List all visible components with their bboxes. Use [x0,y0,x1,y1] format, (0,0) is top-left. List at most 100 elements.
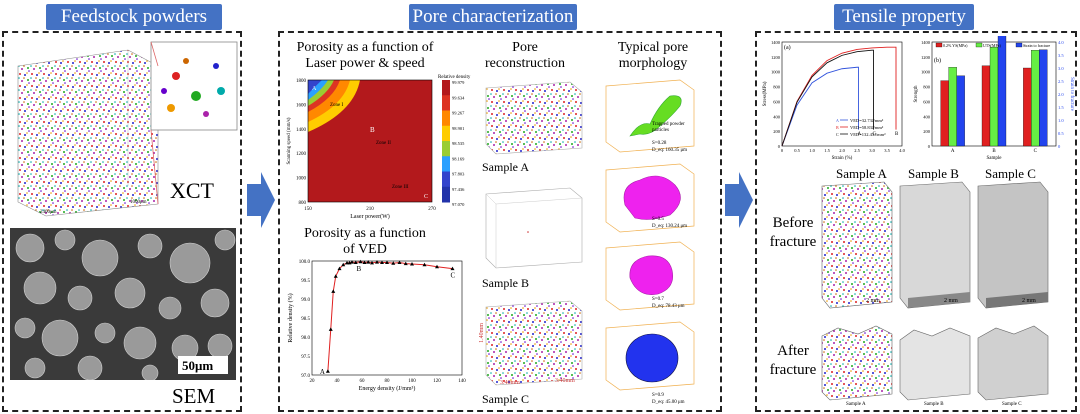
data-point [391,261,396,265]
ved-chart-title: Porosity as a function of VED [290,226,440,258]
series-line [781,66,859,147]
morph-stat-2-s: S=0.5 [652,217,664,222]
y2-tick-label: 1.0 [1058,118,1064,123]
fracture-sample-c: Sample C [985,166,1036,181]
trapped-label-l1: Trapped powder [652,122,685,127]
panel-label: (a) [784,44,791,51]
y-tick-label: 97.5 [301,355,310,360]
y-tick-label: 97.0 [301,374,310,379]
y-tick-label: 600 [773,99,781,104]
sem-image [10,228,236,380]
x-tick-label: 80 [385,379,391,384]
bar [956,75,965,147]
data-point [450,266,455,271]
strength-bar-chart: (b) 0 200 400 600 800 1000 1200 1400 0 0.5 1.0 1.5 2.… [914,36,1074,161]
colorbar-segment [442,186,450,203]
porosity-map: 800 1000 1200 1400 1600 1800 150 210 270 Laser po… [287,75,471,220]
y-tick-label: 98.0 [301,336,310,341]
y-tick-label: 1200 [296,152,307,157]
before-fracture-c [977,181,1049,309]
bar [1031,50,1040,147]
y-axis-label: Relative density (%) [287,293,294,342]
after-small-a: Sample A [846,402,866,407]
y2-axis-label: Strain to fracture [1069,77,1074,112]
colorbar-segment [442,95,450,111]
point-b-label: B [370,126,375,134]
y-tick-label: 1800 [296,79,307,84]
x-tick-label: 1.5 [824,148,830,153]
data-point [362,260,367,265]
y2-tick-label: 3.0 [1058,66,1064,71]
morphology-title-l2: morphology [618,56,688,71]
panel-tensile [755,31,1077,412]
data-point [325,369,330,373]
point-c-label: C [424,194,428,200]
x-tick-label: 2.0 [839,148,845,153]
morphology-title: Typical pore morphology [598,40,708,72]
series-line [781,46,897,147]
y-axis-label: Strength [914,85,919,102]
data-point [331,289,336,293]
bar [948,67,957,147]
colorbar-segment [442,171,450,188]
recon-dim1: 1.40mm [478,323,485,343]
legend-marker: B [836,125,839,130]
pore-morph-3 [605,241,695,311]
colorbar-segment [442,110,450,127]
legend-swatch [975,42,983,48]
pore-recon-c [485,300,583,386]
x-tick-label: 40 [335,379,341,384]
panel-pore [278,31,722,412]
y-tick-label: 800 [773,85,781,90]
xct-volume [17,41,238,217]
y2-tick-label: 0 [1058,144,1061,149]
morph-stat-3-s: S=0.7 [652,297,664,302]
data-point [397,260,402,265]
point-a-label: A [312,86,317,92]
fit-curve [327,261,453,372]
scale-2mm-b: 2 mm [944,298,958,304]
data-point [358,259,363,264]
y-tick-label: 100.0 [299,260,311,265]
after-fracture-a [821,325,893,401]
trapped-label: Trapped powder particles [652,122,685,134]
ved-chart: 20 40 60 80 100 120 140 97.0 97.5 98.0 98.5 99.0 99.… [287,259,466,392]
bar [1023,67,1032,147]
data-point [385,260,389,265]
x-tick-label: 100 [408,379,416,384]
colorbar-tick: 99.634 [452,95,465,100]
colorbar-tick: 98.169 [452,156,465,161]
x-tick-label: 4.0 [899,148,905,153]
plot-frame [781,41,903,147]
porosity-map-title: Porosity as a function of Laser power & … [290,40,440,72]
data-point [350,260,354,264]
ved-chart-title-l1: Porosity as a function [304,226,426,241]
header-feedstock: Feedstock powders [46,4,222,30]
after-fracture-label-l1: After [777,343,809,359]
x-tick-label: 0 [781,148,784,153]
sample-c-label: Sample C [482,392,529,406]
y2-tick-label: 2.0 [1058,92,1064,97]
x-axis-label: Strain (%) [832,156,853,161]
x-tick-label: 3.0 [869,148,875,153]
morph-stat-4-d: D_eq: 45.00 μm [652,400,685,405]
y-tick-label: 400 [923,114,931,119]
morph-stat-1-s: S=0.28 [652,141,667,146]
y-tick-label: 200 [773,129,781,134]
data-point [380,260,384,265]
legend-marker: C [836,132,839,137]
legend-label: Strain to fracture [1023,43,1050,48]
colorbar-tick: 99.267 [452,111,465,116]
heatmap-contour [308,80,322,94]
data-point [345,260,349,265]
sample-a-label: Sample A [482,160,529,174]
x-axis-label: Laser power(W) [350,213,389,220]
colorbar-segment [442,156,450,172]
pore-morph-4 [605,321,695,391]
after-fracture-label: After fracture [764,342,822,380]
x-tick-label: 2.5 [854,148,860,153]
panel-label: (b) [934,57,941,64]
x-tick-label: 120 [433,379,441,384]
x-tick-label: 3.5 [884,148,890,153]
data-point [341,262,346,267]
